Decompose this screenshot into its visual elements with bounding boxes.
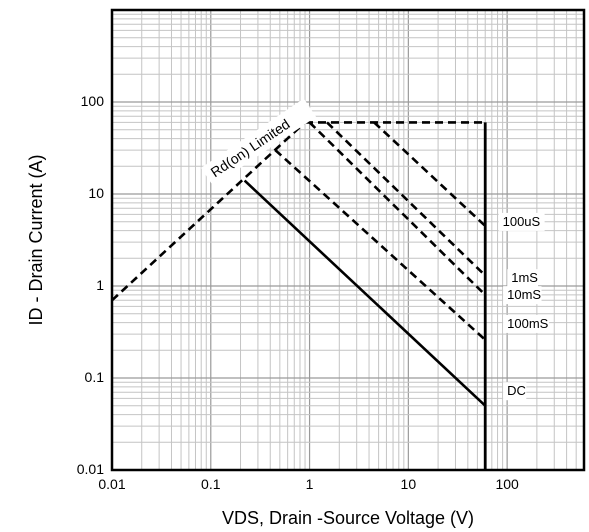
y-tick-label: 0.01	[77, 461, 104, 477]
label-background	[503, 314, 550, 333]
y-tick-label: 100	[81, 93, 105, 109]
y-tick-label: 1	[96, 277, 104, 293]
y-tick-label: 0.1	[85, 369, 105, 385]
curve-label: 1mS	[511, 270, 538, 285]
label-background	[503, 382, 527, 401]
series-line	[274, 149, 487, 341]
x-tick-label: 0.01	[98, 476, 125, 492]
curve-label: 10mS	[507, 287, 541, 302]
y-axis-title: ID - Drain Current (A)	[26, 154, 46, 325]
label-background	[200, 98, 317, 187]
series-line	[243, 179, 487, 407]
series-line	[373, 121, 487, 227]
x-axis-title: VDS, Drain -Source Voltage (V)	[222, 508, 474, 528]
tick-labels: 0.01 0.1 1 10 100 0.01 0.1 1 10 100	[77, 93, 519, 492]
curve-label: 100mS	[507, 316, 549, 331]
series-line	[308, 121, 487, 296]
label-background	[507, 269, 539, 288]
curve-label: DC	[507, 383, 526, 398]
plot-frame	[110, 8, 586, 472]
x-tick-label: 0.1	[201, 476, 221, 492]
grid-lines	[111, 10, 585, 471]
series-line	[111, 121, 306, 302]
series-lines	[111, 121, 487, 470]
series-line	[326, 121, 487, 277]
y-tick-label: 10	[88, 185, 104, 201]
curve-label: 100uS	[503, 214, 541, 229]
label-background	[503, 286, 542, 305]
x-tick-label: 10	[401, 476, 417, 492]
x-tick-label: 100	[495, 476, 519, 492]
label-background	[498, 212, 545, 231]
x-tick-label: 1	[306, 476, 314, 492]
